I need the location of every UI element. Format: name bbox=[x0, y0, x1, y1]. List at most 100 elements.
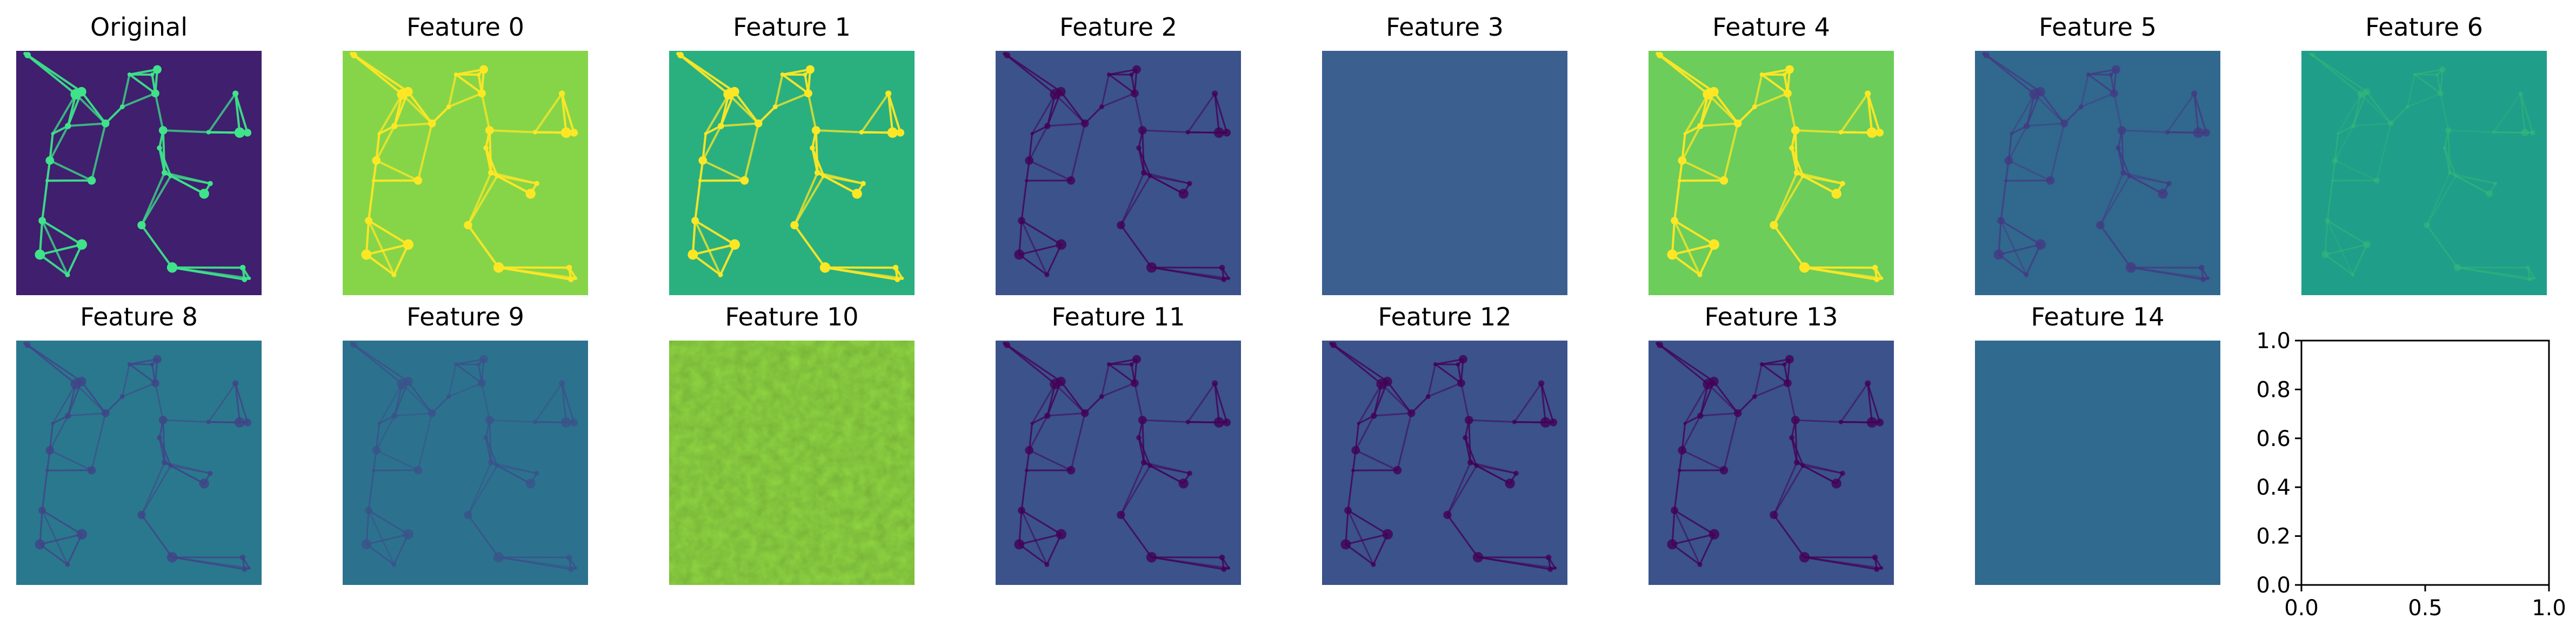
halo-node bbox=[38, 217, 46, 225]
filament bbox=[694, 180, 702, 221]
filament bbox=[1713, 381, 1739, 414]
filament bbox=[2414, 69, 2443, 76]
halo-node bbox=[810, 145, 815, 151]
filament bbox=[141, 224, 173, 268]
filament bbox=[1986, 54, 2041, 92]
filament bbox=[1120, 465, 1151, 516]
filament bbox=[368, 220, 395, 276]
filament bbox=[366, 533, 409, 545]
filament bbox=[375, 423, 381, 451]
halo-node bbox=[698, 156, 708, 165]
filament bbox=[1468, 420, 1471, 463]
halo-node bbox=[2363, 88, 2371, 95]
halo-node bbox=[1044, 412, 1051, 419]
halo-node bbox=[488, 460, 494, 465]
filament bbox=[1773, 465, 1804, 516]
halo-node bbox=[1056, 239, 1066, 250]
halo-node bbox=[153, 65, 162, 74]
filament bbox=[1355, 449, 1398, 471]
halo-node bbox=[1025, 446, 1034, 455]
halo-node bbox=[1132, 65, 1141, 74]
filament bbox=[1802, 175, 1837, 195]
halo-node bbox=[1876, 129, 1884, 137]
halo-node bbox=[1223, 129, 1231, 137]
halo-node bbox=[1752, 394, 1757, 399]
halo-node bbox=[1219, 264, 1225, 271]
filament bbox=[1795, 129, 1841, 134]
halo-node bbox=[1866, 127, 1878, 138]
halo-node bbox=[65, 412, 71, 419]
y-tick-label: 0.6 bbox=[2256, 427, 2291, 451]
filament bbox=[2527, 267, 2535, 279]
halo-node bbox=[1330, 342, 1337, 348]
halo-node bbox=[24, 342, 31, 348]
y-tick-label: 0.8 bbox=[2256, 377, 2291, 402]
halo-node bbox=[2200, 277, 2206, 282]
filament bbox=[1672, 243, 1714, 256]
halo-node bbox=[1117, 510, 1125, 520]
halo-node bbox=[1080, 409, 1089, 417]
halo-node bbox=[892, 264, 899, 271]
halo-node bbox=[247, 566, 251, 570]
halo-node bbox=[168, 463, 173, 468]
filament bbox=[1333, 344, 1383, 385]
filament bbox=[52, 383, 77, 424]
filament bbox=[39, 510, 43, 545]
filament bbox=[489, 129, 535, 134]
filament bbox=[534, 93, 563, 133]
filament bbox=[162, 420, 165, 463]
halo-node bbox=[1770, 510, 1778, 520]
filament bbox=[1151, 556, 1224, 570]
filament bbox=[1773, 224, 1806, 268]
filament bbox=[2493, 131, 2525, 134]
filament bbox=[560, 93, 575, 134]
filament bbox=[2007, 125, 2028, 161]
halo-node bbox=[1212, 90, 1218, 97]
filament bbox=[2331, 160, 2336, 181]
panel-image bbox=[2301, 51, 2547, 295]
halo-node bbox=[2115, 145, 2121, 151]
halo-node bbox=[2166, 181, 2172, 187]
filament bbox=[378, 383, 403, 424]
halo-node bbox=[2206, 276, 2210, 280]
halo-node bbox=[1799, 262, 1810, 273]
halo-node bbox=[1066, 466, 1076, 475]
halo-node bbox=[1840, 181, 1845, 187]
filament bbox=[2117, 148, 2131, 177]
filament bbox=[81, 381, 106, 414]
filament bbox=[368, 219, 409, 246]
halo-node bbox=[2454, 174, 2458, 178]
filament bbox=[378, 94, 403, 135]
filament bbox=[234, 93, 241, 133]
y-tick-label: 0.4 bbox=[2256, 475, 2291, 500]
halo-node bbox=[1223, 418, 1231, 427]
filament bbox=[2450, 171, 2496, 184]
filament bbox=[1354, 415, 1375, 451]
halo-node bbox=[208, 470, 213, 476]
halo-node bbox=[365, 217, 372, 225]
filament bbox=[488, 130, 492, 173]
filament bbox=[1031, 383, 1056, 424]
filament bbox=[1659, 344, 1714, 382]
halo-node bbox=[2351, 273, 2355, 277]
filament bbox=[376, 449, 419, 471]
filament bbox=[2353, 122, 2391, 127]
halo-node bbox=[1129, 72, 1134, 77]
filament bbox=[353, 344, 403, 385]
filament bbox=[1446, 462, 1471, 516]
halo-node bbox=[1141, 170, 1147, 176]
panel-image bbox=[343, 51, 588, 295]
halo-node bbox=[2351, 123, 2355, 129]
filament bbox=[2414, 74, 2441, 94]
filament bbox=[141, 172, 166, 226]
halo-node bbox=[1226, 276, 1231, 280]
halo-node bbox=[199, 189, 209, 199]
filament bbox=[793, 224, 826, 268]
halo-node bbox=[1018, 507, 1025, 515]
halo-node bbox=[391, 562, 397, 567]
filament bbox=[417, 412, 433, 471]
halo-node bbox=[2527, 277, 2532, 282]
halo-node bbox=[2337, 132, 2339, 135]
filament bbox=[702, 159, 745, 182]
halo-node bbox=[361, 539, 372, 550]
